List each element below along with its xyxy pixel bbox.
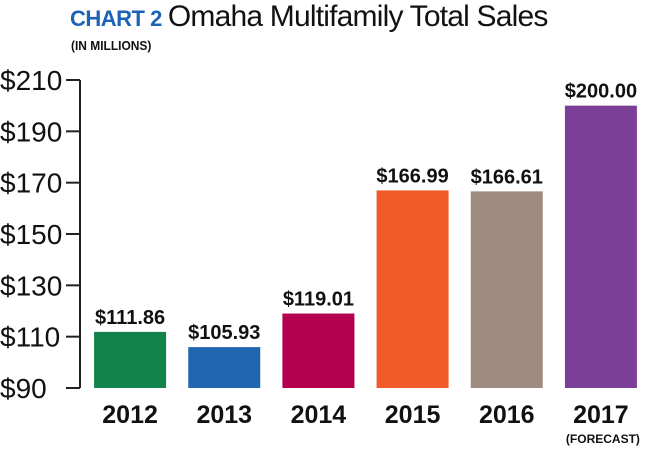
bar-value-label: $166.61 (471, 166, 543, 188)
y-tick-label: $210 (0, 65, 62, 96)
y-tick-label: $190 (0, 116, 62, 147)
x-category-label: 2013 (196, 401, 252, 429)
bar-2013 (188, 347, 261, 388)
bar-2014 (282, 313, 355, 388)
x-category-sublabel: (FORECAST) (566, 432, 640, 446)
y-tick-label: $110 (0, 322, 60, 353)
bar-2015 (376, 190, 449, 388)
bar-2017 (564, 105, 637, 389)
bar-2012 (94, 331, 167, 388)
bar-value-label: $111.86 (95, 307, 165, 329)
y-tick-label: $170 (0, 168, 62, 199)
x-category-label: 2012 (102, 401, 158, 429)
chart-header: CHART 2 Omaha Multifamily Total Sales (70, 0, 548, 40)
bar-value-label: $119.01 (283, 289, 354, 311)
x-category-label: 2015 (385, 401, 441, 429)
bar-2016 (470, 191, 543, 388)
bar-value-label: $166.99 (376, 165, 448, 187)
x-category-label: 2016 (479, 401, 535, 429)
y-tick-label: $90 (0, 373, 47, 404)
chart-number: CHART 2 (70, 6, 162, 31)
x-category-label: 2017 (573, 401, 629, 429)
y-tick-label: $130 (0, 270, 62, 301)
y-tick-label: $150 (0, 219, 62, 250)
chart-subtitle: (IN MILLIONS) (71, 38, 152, 53)
bar-value-label: $200.00 (565, 81, 637, 103)
chart-title: Omaha Multifamily Total Sales (167, 0, 549, 33)
x-category-label: 2014 (291, 401, 347, 429)
bar-value-label: $105.93 (188, 322, 260, 344)
